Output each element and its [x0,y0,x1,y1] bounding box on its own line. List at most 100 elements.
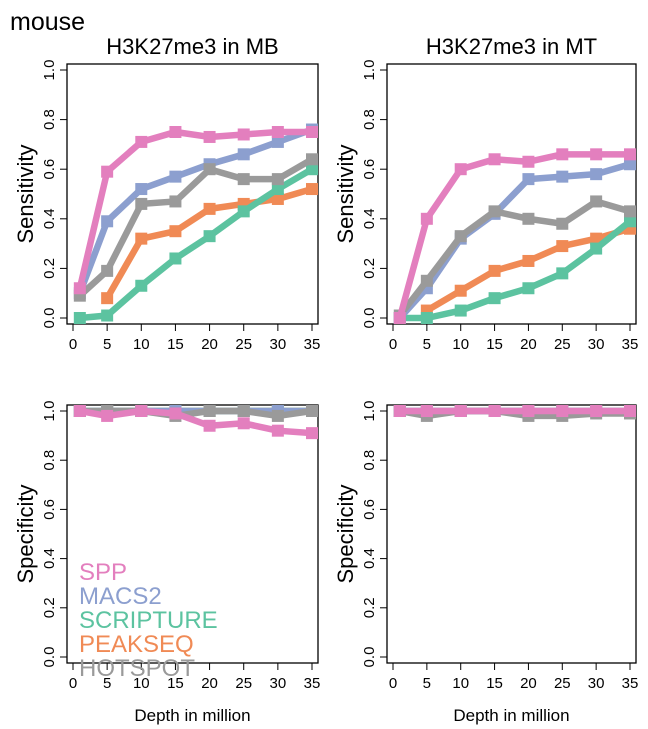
x-tick-label: 35 [622,336,639,353]
series-peakseq [420,222,636,317]
data-point-spp [203,130,216,143]
y-tick-label: 1.0 [361,401,378,422]
data-point-hotspot [203,163,216,176]
data-point-spp [271,126,284,138]
x-tick-label: 15 [486,336,503,353]
data-point-spp [101,409,114,422]
y-axis-label: Specificity [333,484,358,583]
data-point-peakseq [590,232,603,245]
data-point-scripture [556,267,569,280]
x-tick-label: 25 [235,675,252,692]
x-tick-label: 5 [103,336,111,353]
plot-frame [386,404,637,664]
panel-2: H3K27me3 in MT 0 5 10 15 20 25 30 35 0.0 0.2 0.4 0.6… [333,34,638,353]
series-line-macs2 [76,126,314,295]
x-axis-label: Depth in million [134,706,250,725]
data-point-macs2 [590,168,603,181]
data-point-spp [488,153,501,166]
data-point-scripture [169,252,182,265]
series-peakseq [101,183,318,305]
data-point-scripture [454,304,467,317]
data-point-spp [237,417,250,430]
x-tick-label: 5 [103,675,111,692]
legend-entry-peakseq: PEAKSEQ [79,631,194,658]
figure-label: mouse [10,8,85,36]
legend-entry-spp: SPP [79,559,127,586]
data-point-macs2 [169,170,182,183]
x-tick-label: 35 [622,675,639,692]
x-tick-label: 0 [69,336,77,353]
data-point-scripture [624,215,636,228]
y-tick-label: 0.0 [41,308,58,329]
panel-4: 0 5 10 15 20 25 30 35 0.0 0.2 0.4 0.6 0.8 1.0 Specific… [333,401,638,725]
panel-title: H3K27me3 in MB [106,34,278,59]
x-tick-label: 25 [235,336,252,353]
data-point-scripture [73,312,86,324]
data-point-spp [73,405,86,417]
y-tick-label: 0.0 [361,308,378,329]
data-point-spp [522,405,535,417]
legend-entry-macs2: MACS2 [79,583,162,610]
data-point-macs2 [237,148,250,161]
x-tick-label: 5 [423,675,431,692]
y-tick-label: 0.0 [361,647,378,668]
data-point-spp [522,155,535,168]
y-tick-label: 0.4 [361,208,378,229]
x-axis-label: Depth in million [453,706,569,725]
y-tick-label: 0.6 [41,159,58,180]
x-tick-label: 0 [389,336,397,353]
data-point-hotspot [237,405,250,417]
data-point-spp [135,405,148,417]
data-point-peakseq [271,192,284,205]
data-point-hotspot [590,195,603,208]
data-point-peakseq [488,264,501,277]
data-point-scripture [135,279,148,292]
data-point-spp [306,427,318,440]
x-tick-label: 20 [201,675,218,692]
x-tick-label: 30 [588,675,605,692]
data-point-scripture [306,163,318,176]
data-point-spp [169,407,182,420]
data-point-peakseq [135,232,148,245]
data-point-hotspot [454,230,467,243]
data-point-hotspot [203,405,216,417]
data-point-hotspot [522,212,535,225]
x-tick-label: 0 [69,675,77,692]
x-tick-label: 5 [423,336,431,353]
data-point-spp [271,424,284,437]
panel-1: H3K27me3 in MB 0 5 10 15 20 25 30 35 0.0 0.2 0.4 0.6… [13,34,320,353]
data-point-scripture [203,230,216,243]
data-point-spp [624,405,636,417]
data-point-spp [306,126,318,138]
data-point-spp [101,165,114,178]
data-point-spp [488,405,501,417]
data-point-macs2 [271,135,284,148]
x-tick-label: 0 [389,675,397,692]
x-tick-label: 35 [304,675,321,692]
x-tick-label: 10 [452,675,469,692]
x-tick-label: 10 [452,336,469,353]
data-point-macs2 [135,183,148,196]
data-point-peakseq [522,254,535,267]
y-tick-label: 0.6 [41,499,58,520]
data-point-hotspot [306,405,318,417]
x-tick-label: 10 [133,336,150,353]
x-tick-label: 25 [554,336,571,353]
data-point-hotspot [135,197,148,210]
data-point-scripture [590,242,603,255]
panel-title: H3K27me3 in MT [426,34,597,59]
x-tick-label: 30 [588,336,605,353]
y-tick-label: 0.2 [361,258,378,279]
y-tick-label: 0.8 [41,109,58,130]
data-point-spp [420,212,433,225]
y-axis-label: Specificity [13,484,38,583]
y-tick-label: 0.4 [41,208,58,229]
x-tick-label: 20 [201,336,218,353]
panel-3: 0 5 10 15 20 25 30 35 0.0 0.2 0.4 0.6 0.8 1.0 Specific… [13,401,320,725]
data-point-macs2 [101,215,114,228]
y-tick-label: 0.6 [361,159,378,180]
data-point-hotspot [271,173,284,186]
data-point-hotspot [237,173,250,186]
data-point-spp [135,135,148,148]
data-point-scripture [522,282,535,295]
